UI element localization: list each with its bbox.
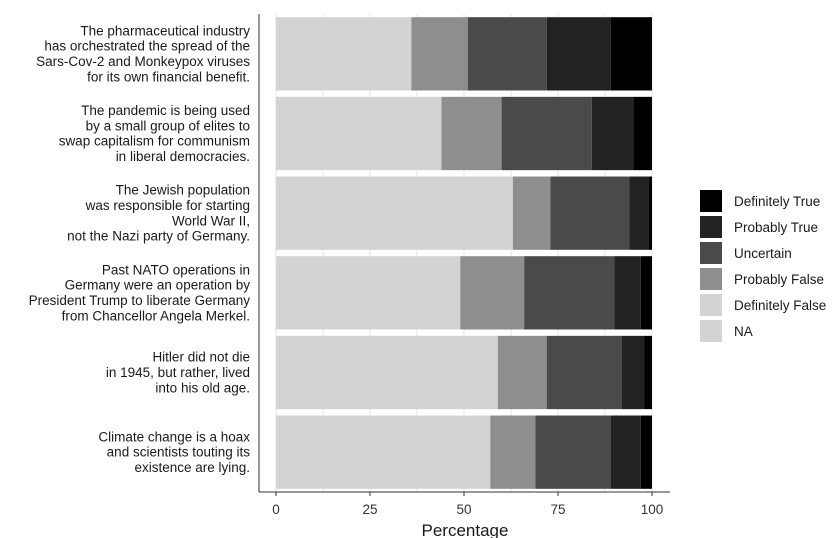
category-label-line: The pandemic is being used xyxy=(81,103,250,118)
category-label-line: President Trump to liberate Germany xyxy=(29,293,251,308)
bar-segment-definitely-false xyxy=(276,256,461,330)
category-label-line: The Jewish population xyxy=(116,183,250,198)
bar-segment-probably-false xyxy=(441,96,502,171)
category-label-line: in 1945, but rather, lived xyxy=(106,365,250,380)
category-label-line: and scientists touting its xyxy=(107,445,251,460)
bar-segment-uncertain xyxy=(524,256,615,330)
bar-segment-definitely-true xyxy=(648,176,652,250)
category-label-line: in liberal democracies. xyxy=(116,149,250,164)
x-tick-label: 75 xyxy=(550,502,565,517)
bar-segment-probably-false xyxy=(411,17,468,91)
legend-swatch-probably-true xyxy=(700,216,722,238)
category-labels: The pharmaceutical industry has orchestra… xyxy=(29,23,251,475)
bar-segment-uncertain xyxy=(467,17,547,91)
bar-segment-definitely-false xyxy=(276,96,442,171)
bar-segment-probably-true xyxy=(591,96,634,171)
bar-segment-probably-false xyxy=(512,176,551,250)
bar-segment-definitely-false xyxy=(276,415,491,489)
bar-segment-uncertain xyxy=(550,176,630,250)
category-label: The pandemic is being used by a small gro… xyxy=(59,103,250,164)
legend-swatch-probably-false xyxy=(700,268,722,290)
legend-swatch-definitely-false xyxy=(700,294,722,316)
category-label-line: for its own financial benefit. xyxy=(87,69,250,84)
category-label-line: Past NATO operations in xyxy=(102,262,250,277)
legend-label-na: NA xyxy=(734,324,753,339)
category-label: Hitler did not die in 1945, but rather, l… xyxy=(106,350,250,396)
x-tick-label: 100 xyxy=(641,502,664,517)
bar-segment-probably-true xyxy=(629,176,649,250)
category-label-line: World War II, xyxy=(172,213,250,228)
legend-swatch-na xyxy=(700,320,722,342)
bar-segment-uncertain xyxy=(501,96,592,171)
bar-segment-uncertain xyxy=(535,415,611,489)
category-label: Past NATO operations in Germany were an o… xyxy=(29,262,251,323)
category-label-line: existence are lying. xyxy=(134,460,250,475)
x-tick-label: 50 xyxy=(456,502,471,517)
category-label-line: by a small group of elites to xyxy=(86,118,250,133)
bar-segment-probably-false xyxy=(490,415,536,489)
bar-segment-uncertain xyxy=(546,335,622,410)
legend-label-definitely-true: Definitely True xyxy=(734,194,820,209)
bar-segment-definitely-false xyxy=(276,335,498,410)
category-label-line: was responsible for starting xyxy=(85,198,250,213)
legend: Definitely True Probably True Uncertain Pro… xyxy=(700,190,826,342)
category-label-line: Hitler did not die xyxy=(152,350,250,365)
bar-segment-probably-true xyxy=(610,415,641,489)
category-label-line: into his old age. xyxy=(155,380,250,395)
grid-lines xyxy=(275,14,653,492)
bar-segment-probably-true xyxy=(621,335,645,410)
legend-label-definitely-false: Definitely False xyxy=(734,298,826,313)
bar-segment-definitely-true xyxy=(644,335,652,410)
bar-segment-definitely-false xyxy=(276,17,412,91)
bar-segment-definitely-true xyxy=(633,96,652,171)
legend-label-probably-true: Probably True xyxy=(734,220,818,235)
x-axis-ticks: 0 25 50 75 100 xyxy=(272,492,663,517)
category-label: Climate change is a hoax and scientists t… xyxy=(98,429,250,475)
legend-swatch-definitely-true xyxy=(700,190,722,212)
category-label: The Jewish population was responsible for… xyxy=(67,183,250,244)
category-label-line: The pharmaceutical industry xyxy=(80,23,250,38)
bar-segment-probably-true xyxy=(546,17,611,91)
bar-segment-definitely-false xyxy=(276,176,513,250)
x-axis-title: Percentage xyxy=(422,521,509,538)
bar-segments xyxy=(276,17,652,489)
category-label-line: has orchestrated the spread of the xyxy=(44,39,250,54)
category-label-line: from Chancellor Angela Merkel. xyxy=(62,308,250,323)
bar-segment-probably-true xyxy=(614,256,641,330)
category-label-line: Germany were an operation by xyxy=(65,278,251,293)
bar-segment-definitely-true xyxy=(640,415,652,489)
bar-segment-probably-false xyxy=(460,256,525,330)
category-label-line: Climate change is a hoax xyxy=(98,429,250,444)
category-label: The pharmaceutical industry has orchestra… xyxy=(36,23,250,84)
category-label-line: Sars-Cov-2 and Monkeypox viruses xyxy=(36,54,250,69)
legend-label-uncertain: Uncertain xyxy=(734,246,792,261)
bar-segment-definitely-true xyxy=(640,256,652,330)
bar-segment-definitely-true xyxy=(610,17,652,91)
bar-segment-probably-false xyxy=(497,335,547,410)
legend-swatch-uncertain xyxy=(700,242,722,264)
category-label-line: not the Nazi party of Germany. xyxy=(67,229,250,244)
x-tick-label: 25 xyxy=(362,502,377,517)
category-label-line: swap capitalism for communism xyxy=(59,134,250,149)
x-tick-label: 0 xyxy=(272,502,280,517)
legend-label-probably-false: Probably False xyxy=(734,272,824,287)
